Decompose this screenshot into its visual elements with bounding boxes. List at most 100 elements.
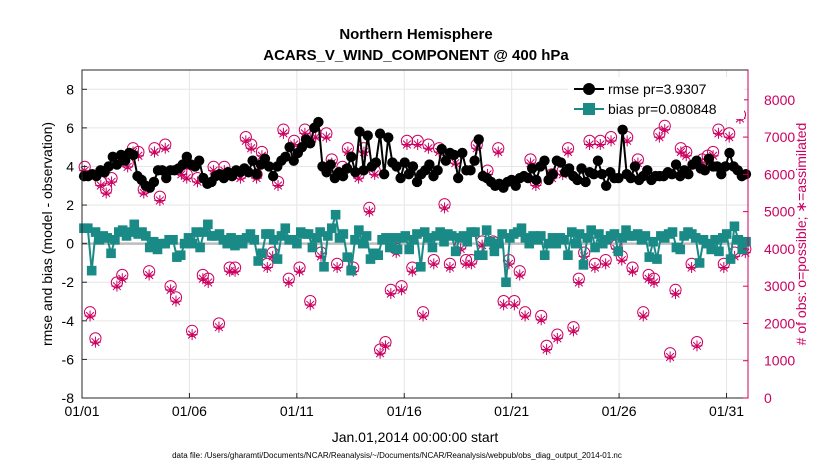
obs-assimilated-point: [299, 127, 311, 139]
obs-assimilated-point: [84, 310, 96, 322]
obs-assimilated-point: [530, 180, 542, 192]
rmse-point: [424, 159, 435, 170]
bias-point: [214, 229, 225, 239]
obs-assimilated-point: [261, 262, 273, 274]
bias-point: [578, 260, 589, 270]
bias-point: [249, 234, 260, 245]
obs-assimilated-point: [567, 325, 579, 337]
rmse-point: [111, 159, 123, 170]
bias-point: [675, 244, 686, 255]
obs-assimilated-point: [369, 168, 381, 180]
x-tick-label-0: 01/01: [64, 403, 99, 419]
rmse-point: [469, 155, 480, 166]
y-right-tick-label-7: 7000: [764, 129, 795, 145]
rmse-point: [572, 174, 583, 186]
bias-point: [450, 246, 461, 257]
obs-assimilated-point: [202, 276, 214, 288]
y-axis-right-label: # of obs: o=possible; ∗=assimilated: [793, 123, 809, 346]
bias-point: [648, 236, 658, 247]
y-axis-ticks: -8 -6 -4 -2 0 2 4 6 8: [62, 81, 87, 406]
bias-point: [183, 233, 194, 243]
bias-point: [516, 223, 527, 234]
bias-point: [203, 219, 213, 230]
rmse-point: [432, 165, 443, 176]
obs-assimilated-point: [675, 146, 687, 158]
bias-point: [582, 233, 593, 243]
bias-point: [354, 225, 364, 235]
obs-assimilated-point: [616, 254, 628, 266]
y-tick-label-2: -4: [62, 313, 75, 329]
bias-point: [470, 227, 480, 237]
obs-assimilated-point: [374, 347, 386, 359]
bias-point: [365, 254, 376, 264]
rmse-point: [563, 163, 575, 174]
obs-assimilated-point: [208, 165, 220, 177]
rmse-point: [613, 172, 624, 184]
obs-assimilated-point: [465, 258, 477, 270]
obs-assimilated-point: [428, 258, 440, 270]
bias-point: [245, 229, 256, 239]
bias-point: [83, 223, 93, 234]
obs-assimilated-point: [358, 146, 370, 158]
obs-assimilated-point: [267, 250, 279, 262]
rmse-point: [378, 168, 390, 180]
obs-assimilated-point: [272, 180, 284, 192]
rmse-point: [354, 126, 365, 137]
bias-point: [714, 246, 724, 257]
bias-point: [621, 225, 631, 235]
bias-point: [361, 231, 372, 241]
rmse-point: [510, 180, 521, 191]
rmse-point: [284, 141, 295, 153]
obs-assimilated-point: [95, 180, 107, 192]
bias-point: [226, 233, 236, 243]
rmse-point: [350, 167, 361, 178]
obs-assimilated-point: [175, 168, 187, 180]
rmse-point: [522, 172, 534, 184]
bias-point: [117, 225, 128, 235]
obs-assimilated-point: [89, 336, 101, 348]
obs-assimilated-point: [648, 276, 660, 288]
bias-point: [609, 229, 620, 239]
obs-assimilated-point: [342, 146, 354, 158]
obs-assimilated-point: [503, 258, 515, 270]
y-tick-label-5: 2: [66, 197, 74, 213]
bias-point: [330, 209, 341, 220]
bias-point: [439, 236, 449, 247]
bias-point: [536, 231, 546, 241]
obs-assimilated-point: [213, 321, 225, 333]
bias-point: [458, 231, 469, 241]
bias-point: [497, 229, 507, 239]
rmse-point: [625, 172, 637, 184]
obs-assimilated-point: [637, 310, 649, 322]
rmse-point: [341, 163, 353, 174]
obs-assimilated-point: [600, 258, 612, 270]
bias-point: [315, 227, 325, 237]
rmse-point: [263, 161, 275, 172]
obs-assimilated-point: [621, 135, 633, 147]
obs-assimilated-point: [401, 139, 413, 151]
rmse-point: [358, 165, 369, 176]
series-bias: [79, 209, 751, 288]
bias-point: [307, 242, 318, 253]
bias-point: [187, 238, 198, 249]
bias-point: [632, 229, 643, 239]
rmse-point: [161, 172, 172, 184]
bias-point: [741, 236, 751, 247]
obs-assimilated-point: [476, 239, 488, 251]
bias-point: [326, 223, 337, 234]
rmse-point: [452, 172, 464, 184]
obs-assimilated-point: [691, 340, 703, 352]
y-right-tick-label-6: 6000: [764, 166, 795, 182]
rmse-point: [325, 159, 336, 170]
bias-point: [264, 229, 275, 239]
obs-assimilated-point: [159, 142, 171, 154]
obs-assimilated-point: [584, 139, 596, 151]
bias-point: [346, 265, 356, 276]
bias-point: [721, 229, 732, 239]
bias-point: [125, 227, 136, 237]
rmse-point: [370, 157, 382, 168]
obs-assimilated-point: [455, 243, 467, 255]
y-right-tick-label-4: 4000: [764, 241, 795, 257]
rmse-point: [177, 159, 188, 170]
